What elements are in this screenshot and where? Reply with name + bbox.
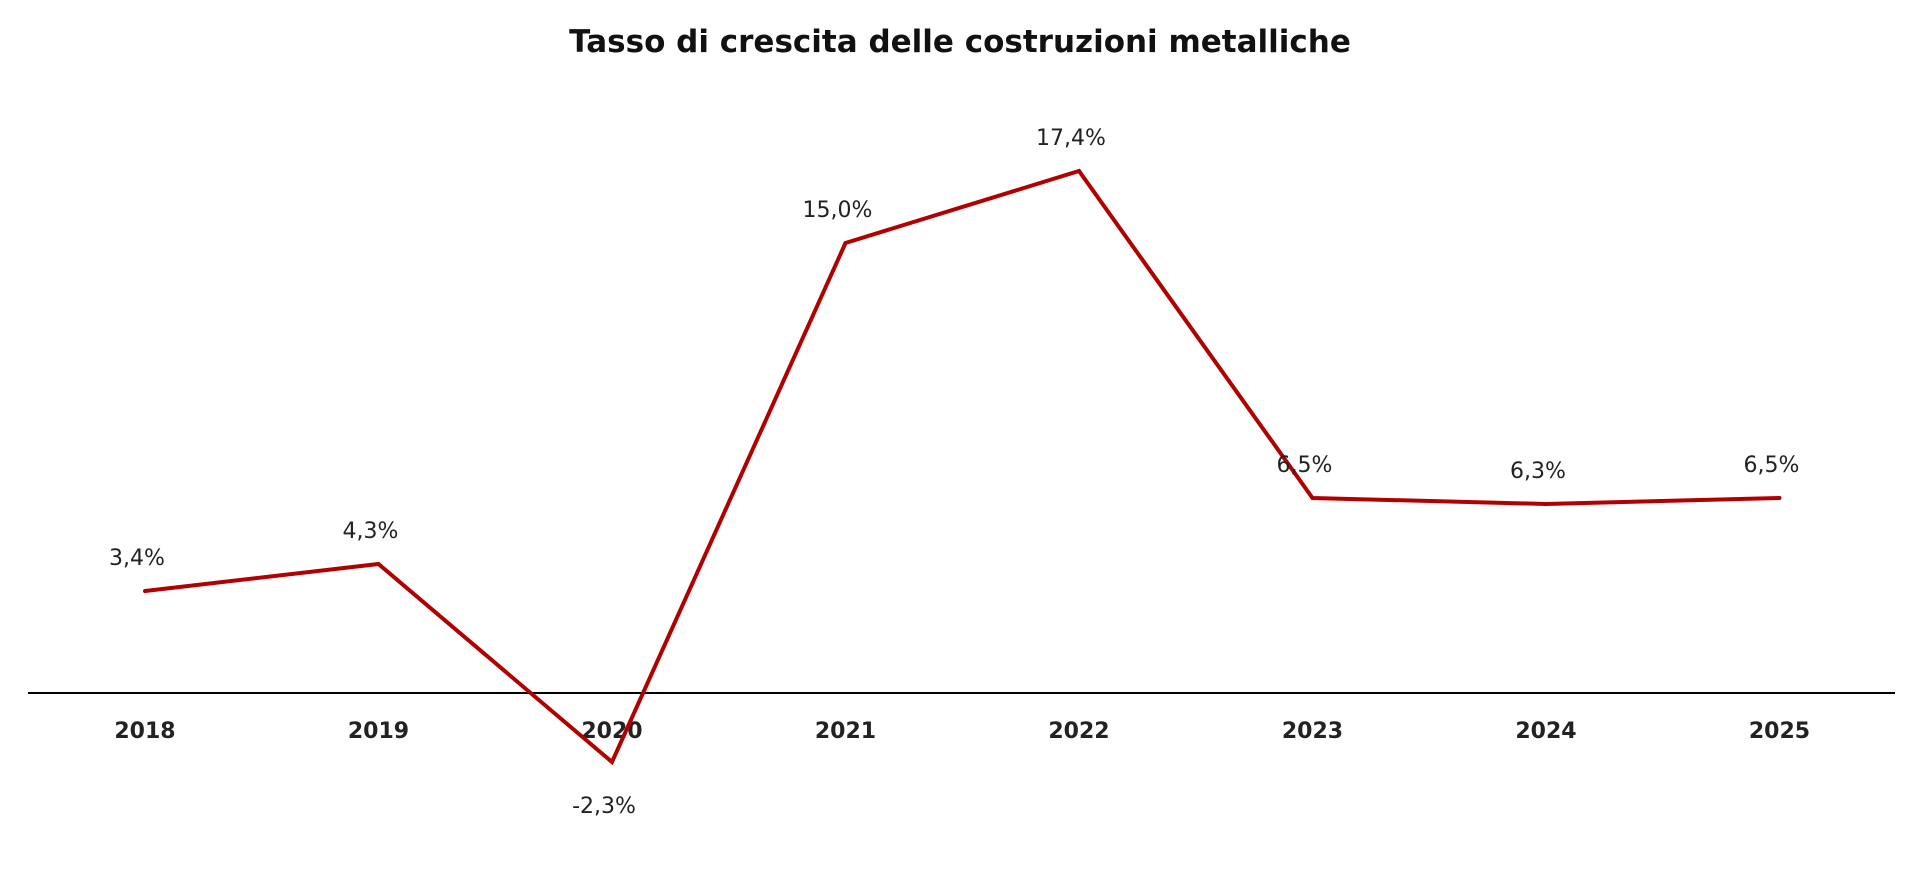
data-point-2022 [1077, 169, 1081, 173]
data-label-2024: 6,3% [1510, 459, 1566, 484]
x-tick-label-2019: 2019 [348, 719, 409, 744]
data-label-2020: -2,3% [572, 794, 636, 819]
data-label-2018: 3,4% [109, 546, 165, 571]
series-line [144, 168, 1780, 766]
x-tick-label-2023: 2023 [1282, 719, 1343, 744]
data-label-2019: 4,3% [343, 519, 399, 544]
x-tick-label-2020: 2020 [581, 719, 642, 744]
data-label-2021: 15,0% [803, 198, 873, 223]
data-label-2022: 17,4% [1036, 126, 1106, 151]
chart-title: Tasso di crescita delle costruzioni meta… [569, 24, 1351, 60]
data-point-2024 [1544, 502, 1548, 506]
series-layer [143, 168, 1782, 766]
data-label-layer: 3,4% 4,3% -2,3% 15,0% 17,4% 6,5% 6,3% 6,5% [109, 126, 1799, 819]
x-tick-label-2024: 2024 [1515, 719, 1576, 744]
axis-layer: 2018 2019 2020 2021 2022 2023 2024 2025 [28, 692, 1895, 744]
x-tick-label-2018: 2018 [114, 719, 175, 744]
data-point-2021 [843, 241, 848, 245]
data-point-2018 [143, 589, 147, 593]
data-label-2025: 6,5% [1744, 453, 1800, 478]
x-tick-label-2025: 2025 [1749, 719, 1810, 744]
data-point-2023 [1310, 496, 1315, 500]
data-point-2025 [1777, 496, 1782, 500]
x-tick-label-2022: 2022 [1048, 719, 1109, 744]
data-point-2020 [610, 760, 614, 764]
x-tick-label-2021: 2021 [815, 719, 876, 744]
data-point-2019 [376, 562, 381, 566]
data-label-2023: 6,5% [1277, 453, 1333, 478]
